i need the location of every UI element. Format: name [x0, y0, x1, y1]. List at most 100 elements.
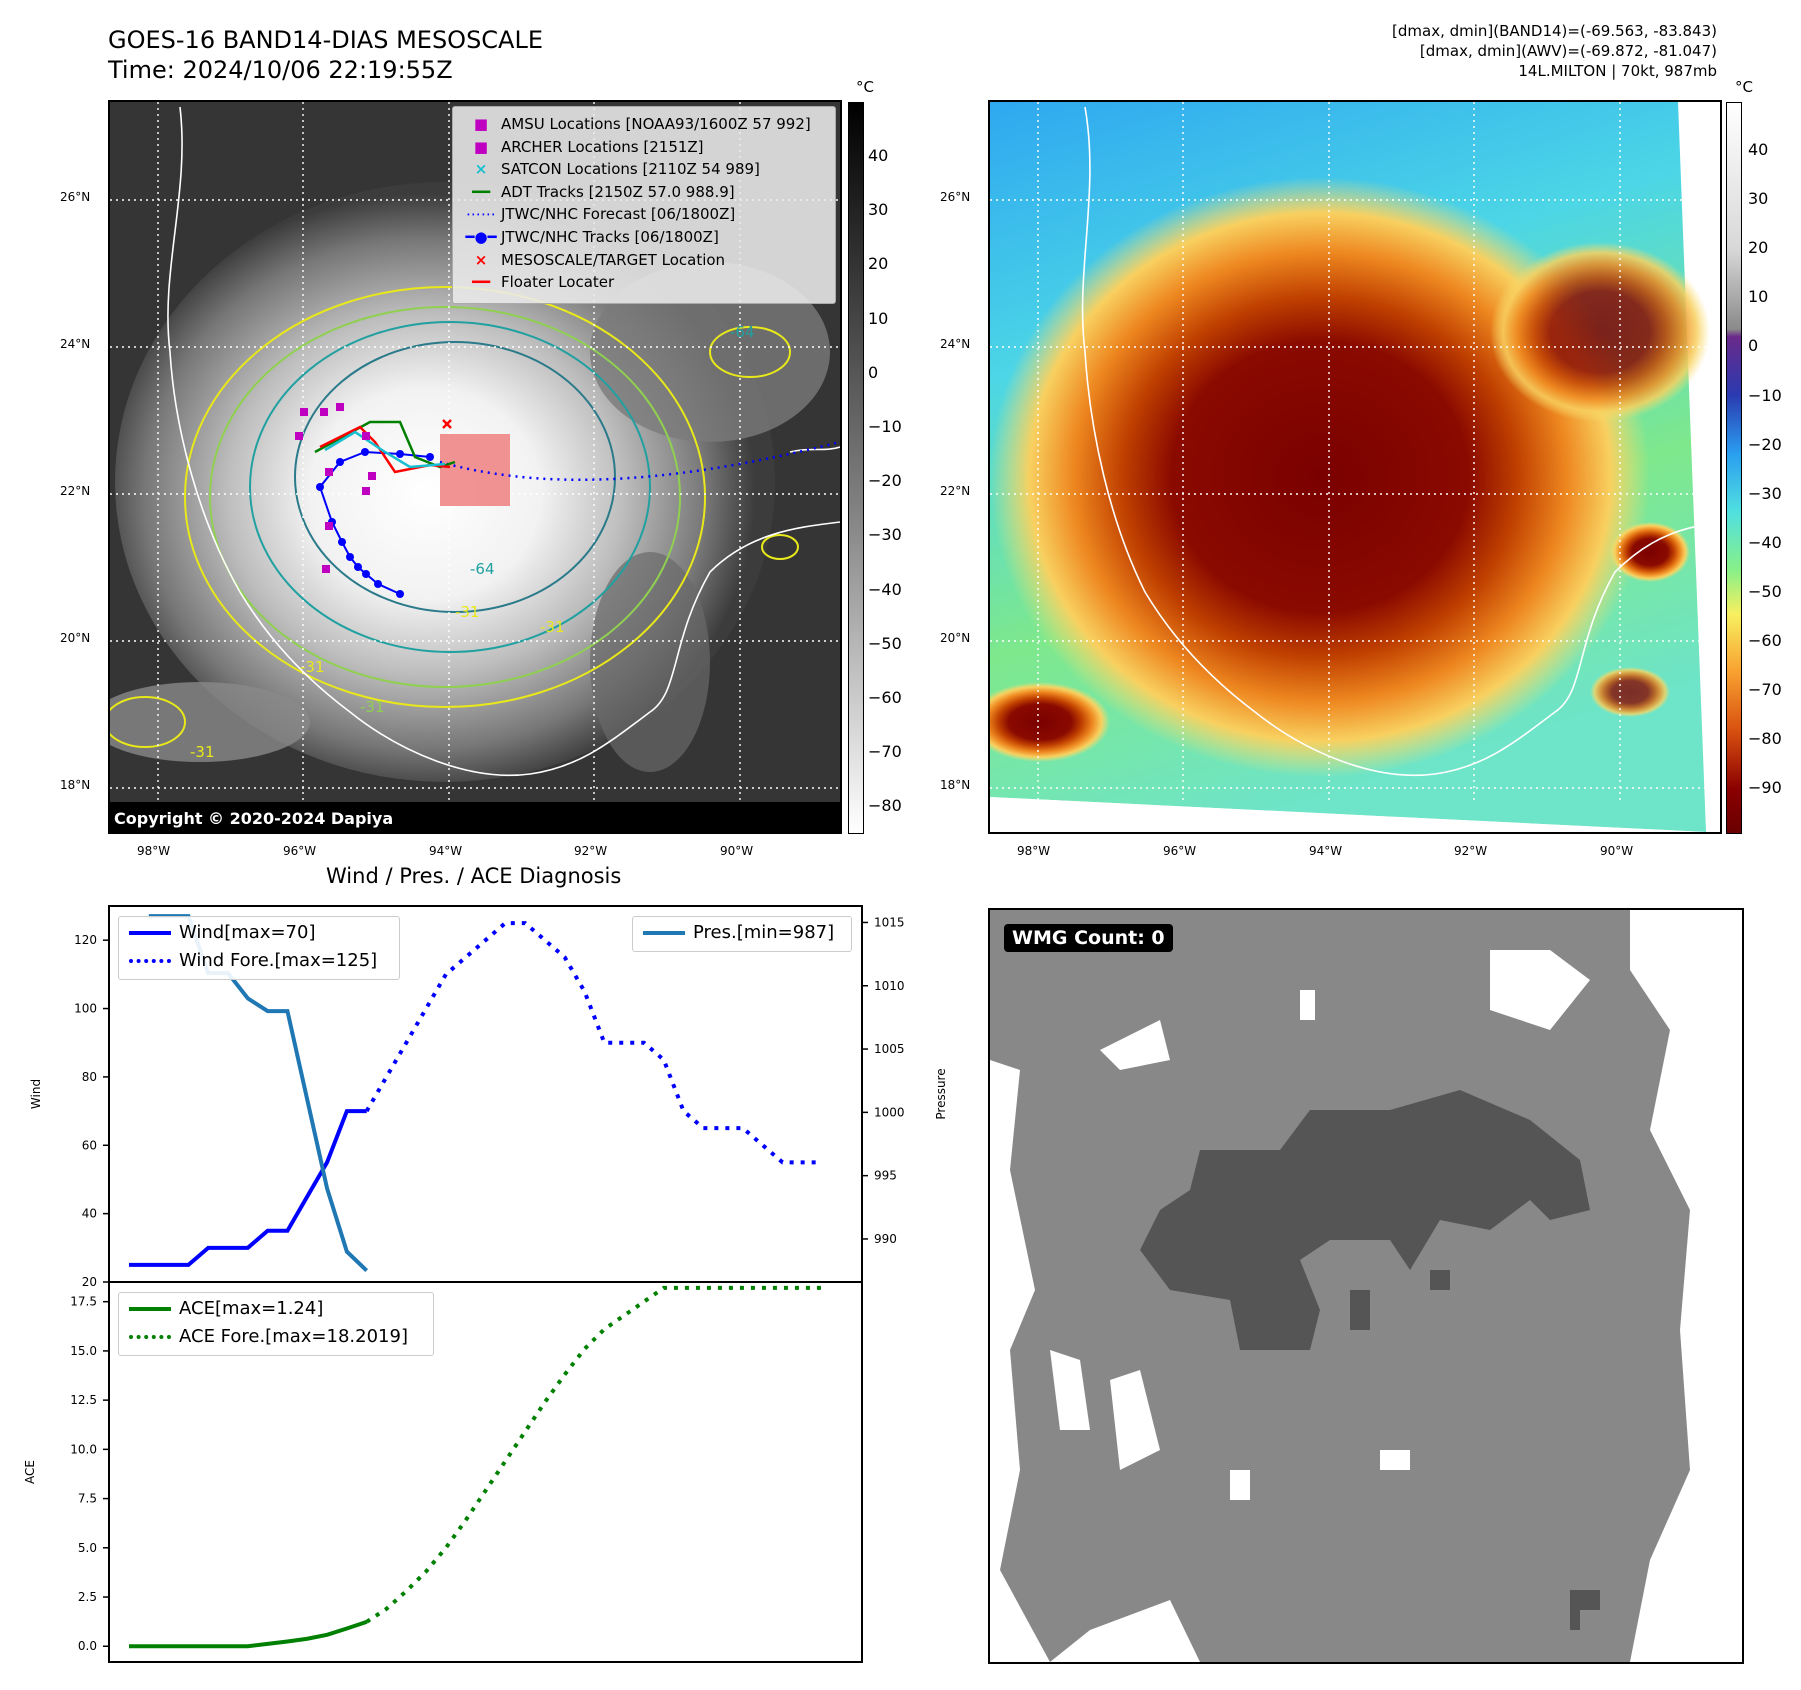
lon-label: 90°W — [1600, 844, 1634, 858]
awv-colorbar-tick: −40 — [1748, 532, 1782, 552]
contour-green — [209, 306, 681, 688]
awv-colorbar-tick: −10 — [1748, 385, 1782, 405]
colorbar-tick: −20 — [868, 471, 902, 491]
amsu-markers — [295, 403, 376, 573]
awv-storm — [990, 177, 1650, 777]
lat-label: 24°N — [60, 337, 91, 351]
awv-colorbar-tick: −50 — [1748, 581, 1782, 601]
wind-tick-label: 40 — [82, 1207, 97, 1221]
contour-label: -64 — [730, 323, 755, 341]
lon-label: 96°W — [1163, 844, 1197, 858]
legend-wind: Wind[max=70] — [129, 922, 316, 943]
lon-label: 92°W — [574, 844, 608, 858]
lon-label: 94°W — [429, 844, 463, 858]
diagnosis-chart: 120 100 80 60 40 20 1015 1010 1005 1000 995 990 Wind… — [23, 905, 948, 1663]
copyright-text: Copyright © 2020-2024 Dapiya — [114, 809, 393, 828]
colorbar-tick: 20 — [868, 254, 889, 274]
awv-colorbar-tick: 10 — [1748, 287, 1769, 307]
ace-tick-label: 0.0 — [78, 1639, 97, 1653]
awv-colorbar-tick: −90 — [1748, 778, 1782, 798]
ace-tick-label: 12.5 — [70, 1393, 97, 1407]
awv-colorbar-tick: 30 — [1748, 189, 1769, 209]
contour-label: -64 — [470, 560, 495, 578]
timestamp: Time: 2024/10/06 22:19:55Z — [108, 56, 453, 84]
awv-colorbar-tick: −80 — [1748, 729, 1782, 749]
awv-colorbar-tick: 40 — [1748, 140, 1769, 159]
ace-tick-label: 7.5 — [78, 1492, 97, 1506]
legend-ace: ACE[max=1.24] — [129, 1298, 323, 1319]
ace-series-line-0 — [129, 1619, 368, 1649]
lon-label: 92°W — [1454, 844, 1488, 858]
coastline — [167, 106, 840, 777]
wmg-panel: WMG Count: 0 — [988, 908, 1744, 1664]
lon-label: 98°W — [137, 844, 171, 858]
wmg-clear-areas — [990, 910, 1742, 1662]
pressure-tick-label: 995 — [874, 1169, 897, 1183]
lat-label: 20°N — [940, 631, 971, 645]
wind-tick-label: 100 — [74, 1002, 97, 1016]
contour-inner — [294, 341, 616, 613]
wind-axis-label: Wind — [29, 1079, 43, 1109]
storm-info: 14L.MILTON | 70kt, 987mb — [1518, 62, 1717, 80]
lat-label: 26°N — [60, 190, 91, 204]
wmg-image — [990, 910, 1742, 1662]
pressure-axis-label: Pressure — [934, 1068, 948, 1119]
pressure-tick-label: 1015 — [874, 915, 905, 929]
lon-label: 90°W — [720, 844, 754, 858]
lat-label: 18°N — [60, 778, 91, 792]
series-line-1 — [364, 921, 823, 1165]
lat-label: 22°N — [940, 484, 971, 498]
contour-label: -31 — [360, 698, 385, 716]
lat-label: 22°N — [60, 484, 91, 498]
legend-pressure: Pres.[min=987] — [643, 922, 834, 943]
contour-yellow — [184, 286, 706, 708]
awv-colorbar-tick: −70 — [1748, 680, 1782, 700]
legend-wind-fore: Wind Fore.[max=125] — [129, 950, 377, 971]
lon-label: 96°W — [283, 844, 317, 858]
legend-item-amsu: ■ AMSU Locations [NOAA93/1600Z 57 992] — [473, 115, 811, 133]
pressure-tick-label: 1010 — [874, 979, 905, 993]
wmg-dark-cluster — [1140, 1090, 1600, 1630]
ace-tick-label: 2.5 — [78, 1590, 97, 1604]
pressure-tick-label: 1000 — [874, 1105, 905, 1119]
colorbar-unit: °C — [1735, 78, 1753, 96]
contour-label: -31 — [455, 603, 480, 621]
map-grid — [110, 102, 840, 802]
coastline — [1081, 106, 1720, 777]
lat-label: 24°N — [940, 337, 971, 351]
ir-map-panel: -31 -64 -31 -31 -31 -31 -64 Copyright © … — [108, 100, 842, 834]
colorbar-tick: 10 — [868, 308, 889, 328]
map-legend: ■ AMSU Locations [NOAA93/1600Z 57 992] ■ A… — [452, 106, 836, 304]
colorbar-unit: °C — [856, 78, 874, 96]
awv-colorbar-tick: −30 — [1748, 483, 1782, 503]
awv-colorbar-tick: 0 — [1748, 336, 1759, 356]
grayscale-colorbar — [848, 102, 864, 834]
target-marker — [442, 419, 452, 429]
colorbar-tick: 0 — [868, 362, 879, 382]
chart-title: Wind / Pres. / ACE Diagnosis — [326, 864, 622, 888]
legend-ace-fore: ACE Fore.[max=18.2019] — [129, 1326, 408, 1347]
pressure-tick-label: 1005 — [874, 1042, 905, 1056]
colorbar-tick: 30 — [868, 200, 889, 220]
map-grid — [990, 102, 1720, 802]
awv-colorbar — [1726, 102, 1742, 834]
legend-item-target: × MESOSCALE/TARGET Location — [474, 250, 726, 269]
legend-item-forecast: ⋯⋯ JTWC/NHC Forecast [06/1800Z] — [466, 205, 736, 224]
awv-colorbar-tick: −60 — [1748, 631, 1782, 650]
pressure-legend: Pres.[min=987] — [632, 916, 852, 952]
jtwc-points — [316, 448, 434, 598]
contour-label: -31 — [190, 743, 215, 761]
legend-item-floater: ━━ Floater Locater — [471, 273, 615, 292]
ace-series-line-1 — [365, 1285, 823, 1624]
lat-label: 20°N — [60, 631, 91, 645]
legend-item-satcon: × SATCON Locations [2110Z 54 989] — [474, 160, 760, 179]
lon-label: 98°W — [1017, 844, 1051, 858]
info-awv: [dmax, dmin](AWV)=(-69.872, -81.047) — [1419, 42, 1717, 60]
lat-label: 26°N — [940, 190, 971, 204]
contour-label: -31 — [300, 658, 325, 676]
awv-map-panel — [988, 100, 1722, 834]
legend-item-adt: ━━ ADT Tracks [2150Z 57.0 988.9] — [471, 182, 735, 201]
ace-legend: ACE[max=1.24] ACE Fore.[max=18.2019] — [118, 1292, 434, 1356]
wind-legend: Wind[max=70] Wind Fore.[max=125] — [118, 916, 400, 980]
ace-tick-label: 15.0 — [70, 1344, 97, 1358]
